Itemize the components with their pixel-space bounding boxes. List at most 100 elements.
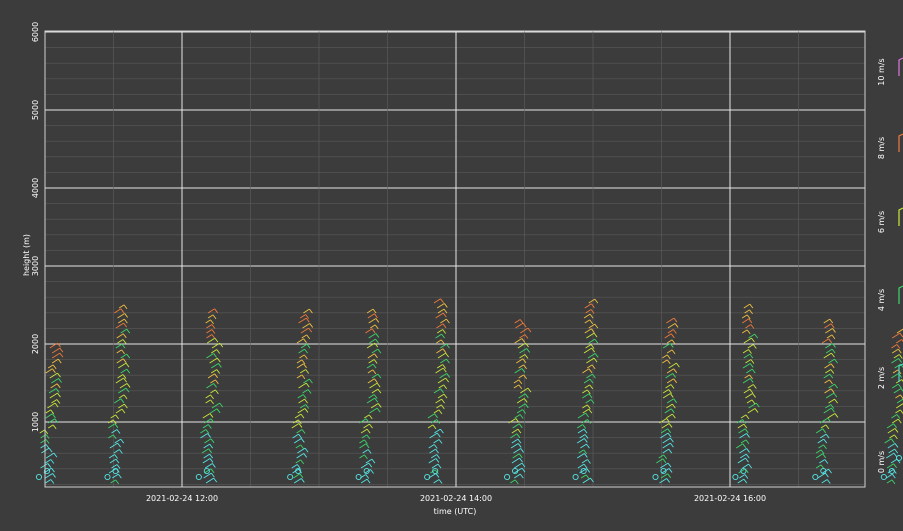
wind-barb (892, 369, 899, 374)
wind-barb (368, 359, 375, 364)
wind-barb-flag (585, 474, 590, 480)
x-tick-label: 2021-02-24 16:00 (694, 494, 766, 503)
wind-barb-flag (673, 368, 678, 374)
wind-barb (203, 453, 210, 459)
wind-barb (367, 378, 375, 384)
wind-barb-flag (56, 383, 61, 389)
wind-barb (120, 328, 127, 334)
wind-barb (202, 424, 209, 429)
wind-barb-flag (374, 342, 379, 348)
wind-barb (368, 318, 377, 324)
wind-barb-flag (583, 438, 588, 443)
wind-barb (51, 399, 58, 404)
wind-profile (652, 317, 680, 484)
wind-barb (736, 419, 743, 424)
wind-barb-flag (435, 473, 440, 478)
wind-barb (435, 312, 444, 319)
wind-barb-flag (670, 333, 675, 339)
wind-barb-flag (300, 459, 305, 465)
wind-barb (581, 419, 588, 424)
wind-barb (115, 377, 124, 384)
wind-barb-flag (666, 418, 671, 423)
wind-barb-flag (309, 378, 313, 384)
wind-barb-flag (523, 374, 527, 380)
wind-barb-flag (370, 469, 374, 474)
wind-barb (583, 347, 592, 354)
wind-barb (430, 419, 437, 424)
wind-barb (666, 378, 674, 384)
wind-barb-flag (826, 479, 831, 484)
calm-marker (355, 473, 362, 481)
wind-barb-flag (376, 407, 381, 413)
wind-barb-flag (300, 413, 305, 419)
wind-barb (360, 428, 368, 434)
wind-barb-flag (112, 419, 117, 425)
wind-barb (45, 459, 52, 464)
wind-barb-flag (305, 314, 310, 319)
wind-barb-flag (120, 438, 125, 444)
wind-barb (110, 414, 116, 419)
wind-barb (827, 413, 836, 419)
wind-barb (824, 363, 832, 369)
wind-barb (204, 418, 212, 424)
wind-barb (303, 378, 310, 384)
wind-barb (823, 407, 832, 414)
wind-barb-flag (667, 432, 672, 438)
wind-barb-flag (519, 414, 524, 419)
wind-barb-flag (47, 463, 52, 468)
wind-barb-flag (525, 342, 529, 348)
wind-barb (47, 402, 56, 409)
wind-barb-flag (210, 399, 214, 405)
wind-barb-flag (527, 327, 532, 333)
wind-barb-flag (304, 447, 309, 453)
wind-barb (519, 334, 526, 339)
wind-profile (287, 308, 314, 484)
wind-barb (888, 448, 895, 454)
wind-barb-flag (116, 464, 121, 469)
wind-barb-flag (215, 379, 219, 385)
wind-barb-flag (522, 358, 527, 364)
wind-barb-flag (211, 329, 216, 334)
wind-barb (369, 338, 376, 344)
wind-profile (732, 303, 760, 484)
wind-barb-flag (434, 413, 438, 419)
wind-barb-flag (120, 308, 125, 314)
wind-barb-flag (365, 418, 370, 424)
wind-barb (436, 329, 443, 334)
wind-barb (584, 303, 592, 309)
wind-barb-flag (745, 414, 750, 420)
wind-barb-flag (825, 424, 830, 430)
wind-barb (825, 348, 833, 354)
wind-barb (370, 324, 376, 329)
wind-barb (108, 423, 116, 429)
wind-barb (884, 438, 892, 444)
wind-barb (437, 352, 446, 359)
wind-barb (742, 349, 749, 354)
wind-barb-flag (669, 393, 674, 398)
wind-barb (741, 329, 748, 334)
wind-barb-flag (526, 348, 530, 353)
wind-barb-flag (121, 343, 126, 349)
wind-barb-flag (122, 374, 127, 379)
wind-barb (660, 428, 668, 434)
wind-barb-flag (829, 318, 834, 324)
wind-barb-flag (745, 439, 750, 445)
wind-barb-flag (48, 447, 53, 453)
wind-barb (745, 393, 753, 399)
wind-profile (812, 318, 839, 484)
wind-barb-flag (825, 472, 829, 478)
legend-label: 4 m/s (877, 289, 886, 311)
wind-barb-flag (123, 403, 128, 409)
wind-barb-flag (300, 438, 305, 443)
wind-barb (118, 304, 125, 309)
wind-barb-flag (307, 389, 312, 394)
wind-barb (739, 448, 747, 454)
wind-barb-flag (445, 352, 450, 358)
wind-barb (362, 449, 369, 454)
wind-barb (369, 407, 378, 414)
wind-barb-flag (748, 463, 753, 469)
wind-barb (821, 338, 829, 344)
wind-barb (117, 313, 125, 319)
wind-barb (206, 353, 214, 359)
calm-marker (112, 467, 119, 475)
